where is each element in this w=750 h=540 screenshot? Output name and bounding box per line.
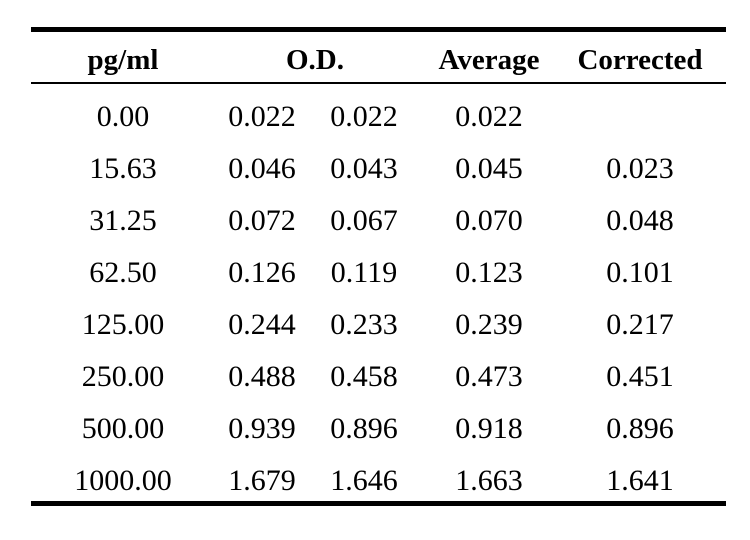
cell-od-2: 0.458 xyxy=(330,360,398,393)
header-rule xyxy=(31,82,726,84)
cell-average: 0.022 xyxy=(455,100,523,133)
cell-average: 0.045 xyxy=(455,152,523,185)
cell-average: 0.473 xyxy=(455,360,523,393)
cell-od-2: 0.043 xyxy=(330,152,398,185)
cell-concentration: 15.63 xyxy=(89,152,157,185)
cell-concentration: 500.00 xyxy=(81,412,165,445)
cell-corrected: 0.048 xyxy=(606,204,674,237)
cell-concentration: 250.00 xyxy=(81,360,165,393)
header-od: O.D. xyxy=(286,44,344,76)
cell-od-1: 0.072 xyxy=(228,204,296,237)
cell-corrected: 0.101 xyxy=(606,256,674,289)
cell-od-2: 0.233 xyxy=(330,308,398,341)
header-corrected: Corrected xyxy=(577,44,703,76)
cell-od-1: 0.126 xyxy=(228,256,296,289)
cell-od-1: 1.679 xyxy=(228,464,296,497)
table-top-rule xyxy=(31,27,726,32)
cell-average: 0.918 xyxy=(455,412,523,445)
cell-corrected: 0.217 xyxy=(606,308,674,341)
cell-corrected: 0.451 xyxy=(606,360,674,393)
cell-concentration: 31.25 xyxy=(89,204,157,237)
table-bottom-rule xyxy=(31,501,726,506)
cell-concentration: 0.00 xyxy=(96,100,150,133)
cell-od-1: 0.022 xyxy=(228,100,296,133)
cell-od-2: 0.119 xyxy=(330,256,398,289)
cell-od-2: 0.896 xyxy=(330,412,398,445)
cell-corrected: 0.896 xyxy=(606,412,674,445)
cell-concentration: 1000.00 xyxy=(74,464,172,497)
cell-od-2: 1.646 xyxy=(330,464,398,497)
cell-od-1: 0.244 xyxy=(228,308,296,341)
cell-average: 1.663 xyxy=(455,464,523,497)
cell-od-2: 0.067 xyxy=(330,204,398,237)
cell-average: 0.239 xyxy=(455,308,523,341)
cell-od-1: 0.939 xyxy=(228,412,296,445)
cell-average: 0.070 xyxy=(455,204,523,237)
cell-concentration: 62.50 xyxy=(89,256,157,289)
cell-corrected: 0.023 xyxy=(606,152,674,185)
cell-corrected: 1.641 xyxy=(606,464,674,497)
cell-od-1: 0.488 xyxy=(228,360,296,393)
cell-average: 0.123 xyxy=(455,256,523,289)
cell-od-1: 0.046 xyxy=(228,152,296,185)
header-average: Average xyxy=(438,44,540,76)
header-concentration: pg/ml xyxy=(87,44,159,76)
cell-od-2: 0.022 xyxy=(330,100,398,133)
cell-concentration: 125.00 xyxy=(81,308,165,341)
